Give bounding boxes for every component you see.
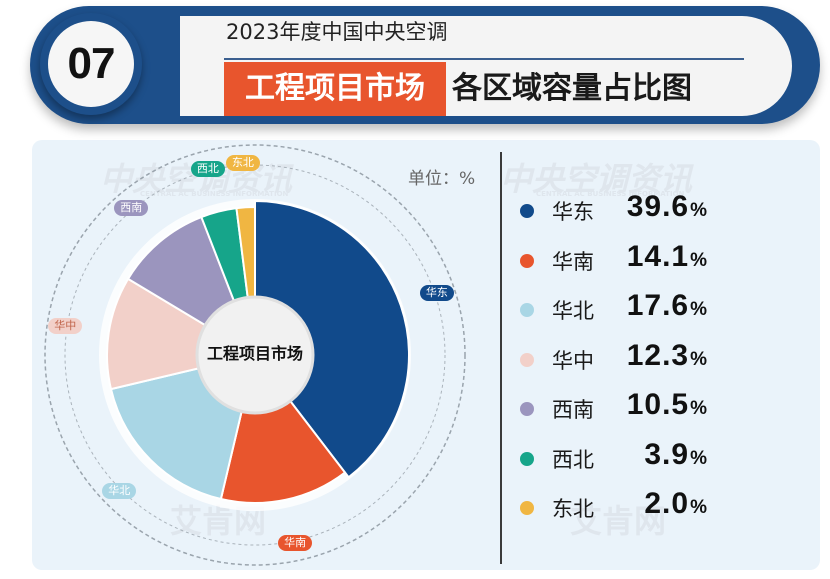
legend-value-number: 12.3 [626,338,690,372]
pie-center-hole [195,295,315,415]
legend-value: 17.6% [627,289,708,323]
chart-title-rest: 各区域容量占比图 [452,71,692,106]
pie-slice-1 [254,199,410,479]
legend-item: 华南 14.1% [520,240,720,290]
legend-value-unit: % [690,249,708,271]
slice-tag-5: 西南 [114,200,149,217]
slice-tag-2: 华南 [278,534,313,551]
decorative-ring-1 [44,144,466,566]
chart-title-highlight: 工程项目市场 [224,62,446,116]
legend-label: 华北 [552,299,594,323]
legend-divider [500,152,502,564]
legend-value-unit: % [690,348,708,370]
slice-tag-6: 西北 [190,160,225,177]
legend-value-unit: % [690,447,708,469]
pie-center-label: 工程项目市场 [206,344,303,363]
legend-value-number: 2.0 [644,487,690,520]
slice-tag-1: 华东 [419,285,454,302]
legend-label: 东北 [552,497,594,521]
legend-label: 西北 [552,447,594,472]
slice-tag-7: 东北 [225,155,260,172]
pie-slices [106,199,410,504]
legend-value-number: 10.5 [626,388,690,421]
legend-item: 西南 10.5% [520,388,720,438]
legend-swatch [520,204,534,218]
legend-swatch [520,303,534,317]
legend-item: 华北 17.6% [520,289,720,339]
legend-item: 华中 12.3% [520,339,720,389]
chart-subtitle: 2023年度中国中央空调 [226,20,448,44]
legend-value: 10.5% [627,388,708,422]
slice-tag-3: 华北 [102,482,137,499]
legend-item: 华东 39.6% [520,190,720,240]
legend-value: 14.1% [627,240,708,274]
legend-label: 华中 [552,348,594,373]
section-number-badge: 07 [40,13,142,115]
pie-center-disc [195,295,315,415]
legend-value: 2.0% [644,487,708,521]
title-underline [224,58,744,60]
legend-value-unit: % [690,398,708,419]
legend-value-number: 14.1 [626,239,690,273]
watermark-brand-en-left: CENTRAL AC BUSINESS INFORMATION [140,190,289,198]
legend-value-number: 17.6 [626,289,690,322]
watermark-brand-right: 中央空调资讯 [500,160,693,198]
section-number: 07 [67,39,116,88]
watermark-aiken-right: 艾肯网 [570,502,667,540]
legend-swatch [520,501,534,515]
legend-value-number: 3.9 [644,437,690,471]
unit-label: 单位：% [408,169,476,189]
legend-label: 华东 [552,200,594,224]
legend-label: 西南 [552,398,594,422]
legend-value-unit: % [690,200,708,221]
legend-swatch [520,451,534,466]
legend-item: 西北 3.9% [520,438,720,488]
legend-value-unit: % [690,497,708,518]
legend-label: 华南 [552,249,594,274]
legend-value-number: 39.6 [626,190,690,223]
legend-swatch [520,402,534,416]
slice-tag-4: 华中 [48,317,83,334]
legend-swatch [520,253,534,268]
legend-value: 12.3% [627,339,708,373]
legend-value: 3.9% [644,438,708,472]
legend: 华东 39.6% 华南 14.1% 华北 17.6% 华中 12.3% 西南 10.5% 西北 3.9… [520,190,720,537]
legend-value-unit: % [690,299,708,320]
legend-value: 39.6% [627,190,708,224]
watermark-brand-en-right: CENTRAL AC BUSINESS INFORMATION [536,190,685,198]
legend-item: 东北 2.0% [520,487,720,537]
legend-swatch [520,352,534,367]
